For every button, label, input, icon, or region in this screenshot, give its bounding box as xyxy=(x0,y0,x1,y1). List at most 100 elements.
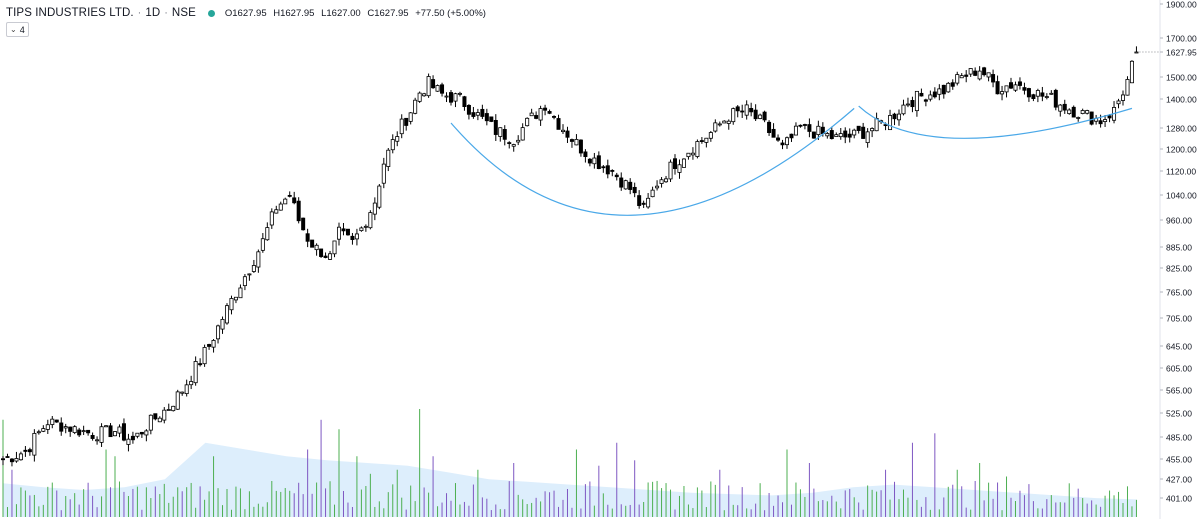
candle xyxy=(23,446,28,457)
candle-body-up xyxy=(538,108,543,121)
indicators-toggle-button[interactable]: ⌄ 4 xyxy=(6,22,29,37)
candle xyxy=(767,120,772,136)
candle xyxy=(220,316,225,334)
candle xyxy=(650,186,655,198)
candle-body-up xyxy=(888,115,893,131)
candle-body-up xyxy=(211,340,216,348)
candle xyxy=(905,97,910,108)
volume-ma-fill xyxy=(3,442,1137,517)
candle xyxy=(802,123,807,130)
candle xyxy=(892,112,897,126)
candle xyxy=(637,190,642,209)
candle xyxy=(583,149,588,163)
candle xyxy=(1009,77,1014,90)
candle xyxy=(287,191,292,198)
candle xyxy=(45,419,50,434)
candle-body-down xyxy=(507,142,512,144)
volume-bars xyxy=(2,409,1137,517)
price-tick-label: 485.00 xyxy=(1166,433,1192,443)
candle xyxy=(816,120,821,140)
candle-body-up xyxy=(104,425,109,428)
candle-body-up xyxy=(251,265,256,272)
candle xyxy=(153,413,158,421)
candle-body-up xyxy=(220,318,225,330)
candle-body-up xyxy=(968,68,973,75)
candle-body-down xyxy=(910,100,915,108)
candle xyxy=(838,127,843,140)
candle xyxy=(198,358,203,367)
candle xyxy=(157,416,162,423)
candle xyxy=(771,123,776,138)
candle xyxy=(793,122,798,136)
candle xyxy=(919,88,924,97)
candle-body-up xyxy=(193,361,198,384)
candle-body-up xyxy=(372,202,377,215)
candle-body-up xyxy=(834,134,839,137)
candle xyxy=(108,423,113,438)
candle-body-up xyxy=(1080,110,1085,114)
candle xyxy=(368,210,373,230)
candle-body-up xyxy=(216,325,221,340)
candle xyxy=(336,222,341,246)
candle xyxy=(260,233,265,253)
candle xyxy=(377,184,382,210)
candle-body-up xyxy=(914,90,919,112)
candle xyxy=(435,84,440,92)
cup-and-handle-drawings[interactable] xyxy=(450,105,1133,216)
candle-body-up xyxy=(1035,90,1040,97)
candle xyxy=(135,432,140,439)
candle xyxy=(1107,114,1112,123)
candle xyxy=(852,128,857,139)
candle xyxy=(323,252,328,259)
candle xyxy=(328,250,333,260)
candle-body-down xyxy=(578,139,583,154)
candle xyxy=(502,125,507,146)
candle-body-down xyxy=(448,92,453,103)
candle-body-up xyxy=(328,253,333,260)
candle-body-up xyxy=(664,178,669,183)
candle xyxy=(1058,103,1063,117)
candle-body-down xyxy=(543,107,548,111)
candle-body-down xyxy=(301,217,306,231)
candle-body-down xyxy=(789,133,794,139)
candle-body-up xyxy=(1049,92,1054,95)
candle-body-up xyxy=(457,92,462,95)
candle-body-down xyxy=(973,70,978,76)
candle xyxy=(1000,85,1005,101)
price-axis[interactable]: 1900.00 1700.00 1627.95 1500.00 1400.00 1280.… xyxy=(1139,0,1200,519)
candle xyxy=(664,175,669,183)
candle-body-up xyxy=(99,426,104,443)
candle xyxy=(283,197,288,205)
candle xyxy=(601,164,606,173)
candle xyxy=(780,139,785,150)
candle xyxy=(408,112,413,125)
candle-body-down xyxy=(699,140,704,142)
candle-body-up xyxy=(265,227,270,241)
candle xyxy=(1085,109,1090,115)
candle xyxy=(681,158,686,168)
price-tick-label: 1500.00 xyxy=(1166,73,1197,83)
candle-body-up xyxy=(336,226,341,240)
candle-body-down xyxy=(610,170,615,172)
candle xyxy=(350,232,355,245)
candle xyxy=(713,119,718,133)
candle xyxy=(489,116,494,123)
candle-body-up xyxy=(655,185,660,189)
candle xyxy=(68,426,73,437)
candle-body-up xyxy=(229,298,234,311)
candle-body-down xyxy=(139,431,144,435)
candle-body-up xyxy=(399,118,404,135)
candle xyxy=(202,344,207,367)
candle xyxy=(973,67,978,77)
symbol-name[interactable]: TIPS INDUSTRIES LTD. xyxy=(6,7,134,19)
candle xyxy=(0,456,6,466)
candle-body-up xyxy=(516,139,521,143)
candle xyxy=(695,139,700,159)
cup-curve[interactable] xyxy=(450,107,855,216)
candle xyxy=(717,121,722,127)
interval-label[interactable]: 1D xyxy=(145,7,161,19)
candle xyxy=(117,424,122,438)
handle-curve[interactable] xyxy=(858,105,1133,139)
